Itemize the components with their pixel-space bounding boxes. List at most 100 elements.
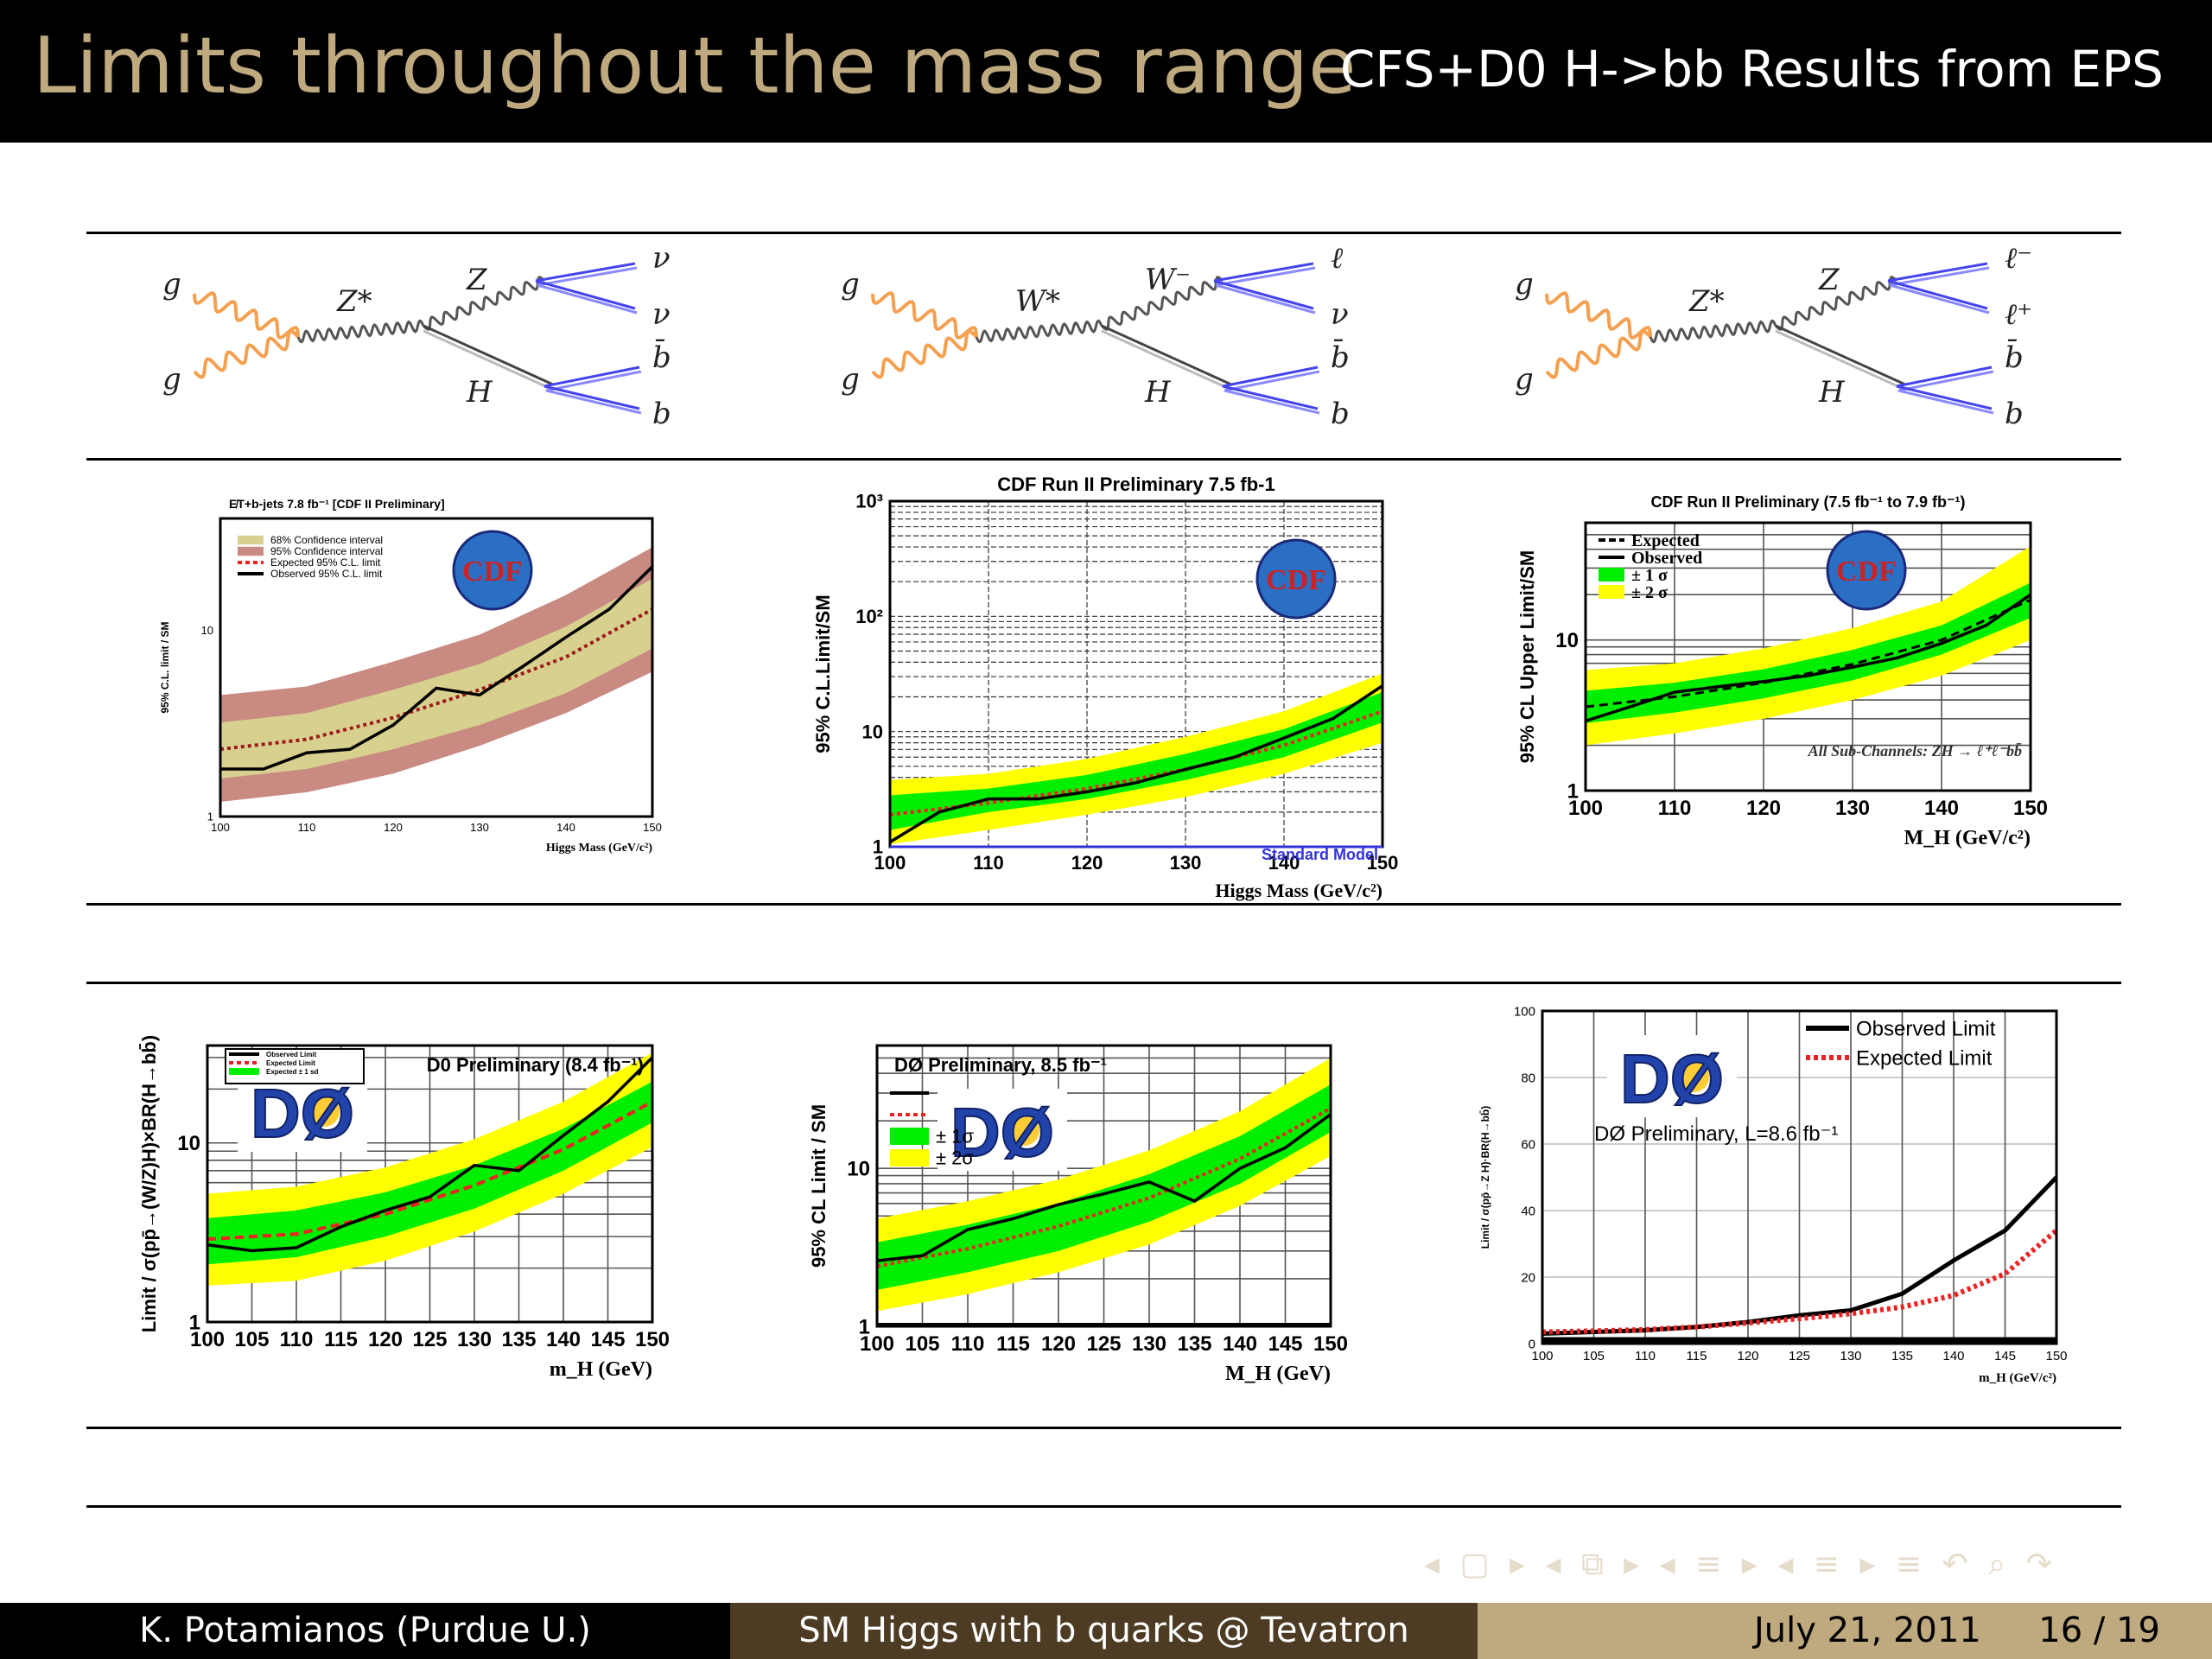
feynman-diagram-1: g g Z* Z Hνν b̄ b xyxy=(162,241,671,431)
cdf-logo-text: CDF xyxy=(1836,556,1897,588)
series-line xyxy=(876,1113,1332,1262)
fermion-line xyxy=(537,266,638,287)
final-state-label: ℓ xyxy=(1331,241,1343,276)
final-state-label: b̄ xyxy=(2005,339,2024,375)
chart-annotation: Standard Model xyxy=(1262,846,1378,863)
higgs-line xyxy=(423,329,554,391)
series-line xyxy=(220,565,654,771)
fermion-line xyxy=(1224,370,1320,392)
chart-4: 100 105 110 115 120 125 130 135 140 145 150110m_H … xyxy=(138,1035,670,1381)
higgs-line xyxy=(1775,329,1906,391)
higgs-label: H xyxy=(1144,375,1172,410)
x-tick-label: 110 xyxy=(1635,1349,1656,1363)
vector-boson-label: Z xyxy=(1818,263,1840,297)
series-line xyxy=(219,607,653,752)
higgs-label: H xyxy=(1818,375,1846,410)
cdf-logo-text: CDF xyxy=(462,556,523,588)
final-state-label: ν xyxy=(652,241,671,276)
x-tick-label: 110 xyxy=(1658,797,1692,820)
final-state-label: ℓ⁺ xyxy=(2005,297,2032,332)
x-tick-label: 135 xyxy=(501,1328,536,1351)
incoming-gluon-label: g xyxy=(162,362,181,397)
y-axis-label: Limit / σ(pp̄→Z H)·BR(H→bb̄) xyxy=(1479,1106,1491,1249)
final-state-label: b̄ xyxy=(1331,339,1350,375)
x-axis-label: m_H (GeV/c²) xyxy=(1979,1371,2056,1385)
fermion-line xyxy=(1889,266,1990,287)
series-line xyxy=(207,1100,653,1242)
y-tick-label: 1 xyxy=(207,810,213,823)
cdf-logo-icon xyxy=(1826,530,1907,611)
table-rule xyxy=(86,903,2121,906)
legend-label: Expected Limit xyxy=(266,1059,315,1067)
propagator-label: Z* xyxy=(1688,284,1725,319)
y-tick-label: 80 xyxy=(1521,1071,1535,1085)
x-tick-label: 110 xyxy=(951,1332,985,1356)
x-tick-label: 100 xyxy=(874,852,906,874)
legend-label: Expected 95% C.L. limit xyxy=(270,556,381,569)
x-tick-label: 140 xyxy=(1223,1332,1257,1356)
cdf-logo-icon xyxy=(1255,538,1337,620)
gluon-line xyxy=(193,291,300,340)
x-tick-label: 130 xyxy=(457,1328,492,1351)
x-tick-label: 130 xyxy=(1835,797,1870,820)
feynman-diagram-2: g g W* W⁻ Hℓν b̄ b xyxy=(841,241,1350,431)
final-state-label: ν xyxy=(1331,297,1349,332)
x-tick-label: 120 xyxy=(368,1328,403,1351)
fermion-line xyxy=(545,370,642,392)
chart-legend: ± 1σ± 2σ xyxy=(890,1091,974,1169)
x-tick-label: 140 xyxy=(556,821,575,834)
final-state-label: ν xyxy=(652,297,671,332)
x-tick-label: 145 xyxy=(1994,1349,2016,1363)
higgs-label: H xyxy=(466,375,493,410)
chart-title: D0 Preliminary (8.4 fb⁻¹) xyxy=(427,1054,644,1076)
higgs-line xyxy=(1101,329,1232,391)
table-rule xyxy=(86,982,2121,984)
chart-title: DØ Preliminary, L=8.6 fb⁻¹ xyxy=(1594,1122,1838,1146)
x-tick-label: 100 xyxy=(860,1332,894,1356)
d0-logo-star-icon xyxy=(1678,1061,1709,1092)
d0-logo-text: DØ xyxy=(950,1094,1054,1171)
boson-propagator xyxy=(296,319,425,344)
legend-label: ± 1σ xyxy=(936,1126,974,1147)
legend-label: ± 2σ xyxy=(936,1147,974,1169)
y-tick-label: 10³ xyxy=(855,491,883,512)
y-tick-label: 10 xyxy=(862,721,883,742)
x-axis-label: M_H (GeV/c²) xyxy=(1904,827,2031,849)
slide-title: Limits throughout the mass range xyxy=(33,21,1357,111)
feynman-diagram-3: g g Z* Z Hℓ⁻ ℓ⁺ b̄ b xyxy=(1515,241,2032,431)
y-tick-label: 10 xyxy=(1555,629,1579,652)
fermion-line xyxy=(1213,279,1314,310)
chart-title: CDF Run II Preliminary 7.5 fb-1 xyxy=(997,474,1275,495)
d0-logo-text: DØ xyxy=(1620,1040,1724,1117)
y-tick-label: 100 xyxy=(1514,1004,1535,1019)
y-tick-label: 20 xyxy=(1521,1270,1535,1285)
legend-label: Observed 95% C.L. limit xyxy=(270,568,383,580)
beamer-navigation[interactable]: ◂ ▢ ▸ ◂ ⧉ ▸ ◂ ≡ ▸ ◂ ≡ ▸ ≡ ↶ ⌕ ↷ xyxy=(1424,1547,2057,1582)
boson-propagator xyxy=(1649,319,1777,344)
x-tick-label: 150 xyxy=(643,821,662,834)
y-tick-label: 10 xyxy=(847,1158,870,1181)
footer: K. Potamianos (Purdue U.) SM Higgs with … xyxy=(0,1603,2212,1659)
x-tick-label: 150 xyxy=(1313,1332,1348,1356)
table-rule xyxy=(86,458,2121,461)
y-tick-label: 1 xyxy=(859,1315,870,1338)
legend-label: ± 2 σ xyxy=(1631,583,1668,602)
x-tick-label: 100 xyxy=(190,1328,225,1351)
legend-swatch xyxy=(890,1128,929,1145)
final-state-label: b xyxy=(1331,397,1350,431)
y-axis-label: 95% CL Limit / SM xyxy=(808,1104,830,1268)
higgs-line xyxy=(423,324,554,386)
slide-subtitle: CFS+D0 H->bb Results from EPS xyxy=(1339,40,2164,99)
x-tick-label: 130 xyxy=(1170,852,1202,874)
fermion-line xyxy=(1897,389,1994,415)
incoming-gluon-label: g xyxy=(162,267,181,302)
y-tick-label: 0 xyxy=(1529,1337,1535,1351)
y-tick-label: 10 xyxy=(177,1132,200,1155)
band-1sigma xyxy=(877,1084,1331,1290)
gluon-line xyxy=(871,329,978,379)
x-tick-label: 110 xyxy=(280,1328,314,1351)
footer-page-number: 16 / 19 xyxy=(2038,1611,2160,1650)
chart-6: 100 105 110 115 120 125 130 135 140 145 150 0 20 40 60… xyxy=(1479,1004,2068,1385)
chart-title: E̸T+b-jets 7.8 fb⁻¹ [CDF II Preliminary] xyxy=(229,497,445,511)
series-line xyxy=(876,1106,1332,1268)
